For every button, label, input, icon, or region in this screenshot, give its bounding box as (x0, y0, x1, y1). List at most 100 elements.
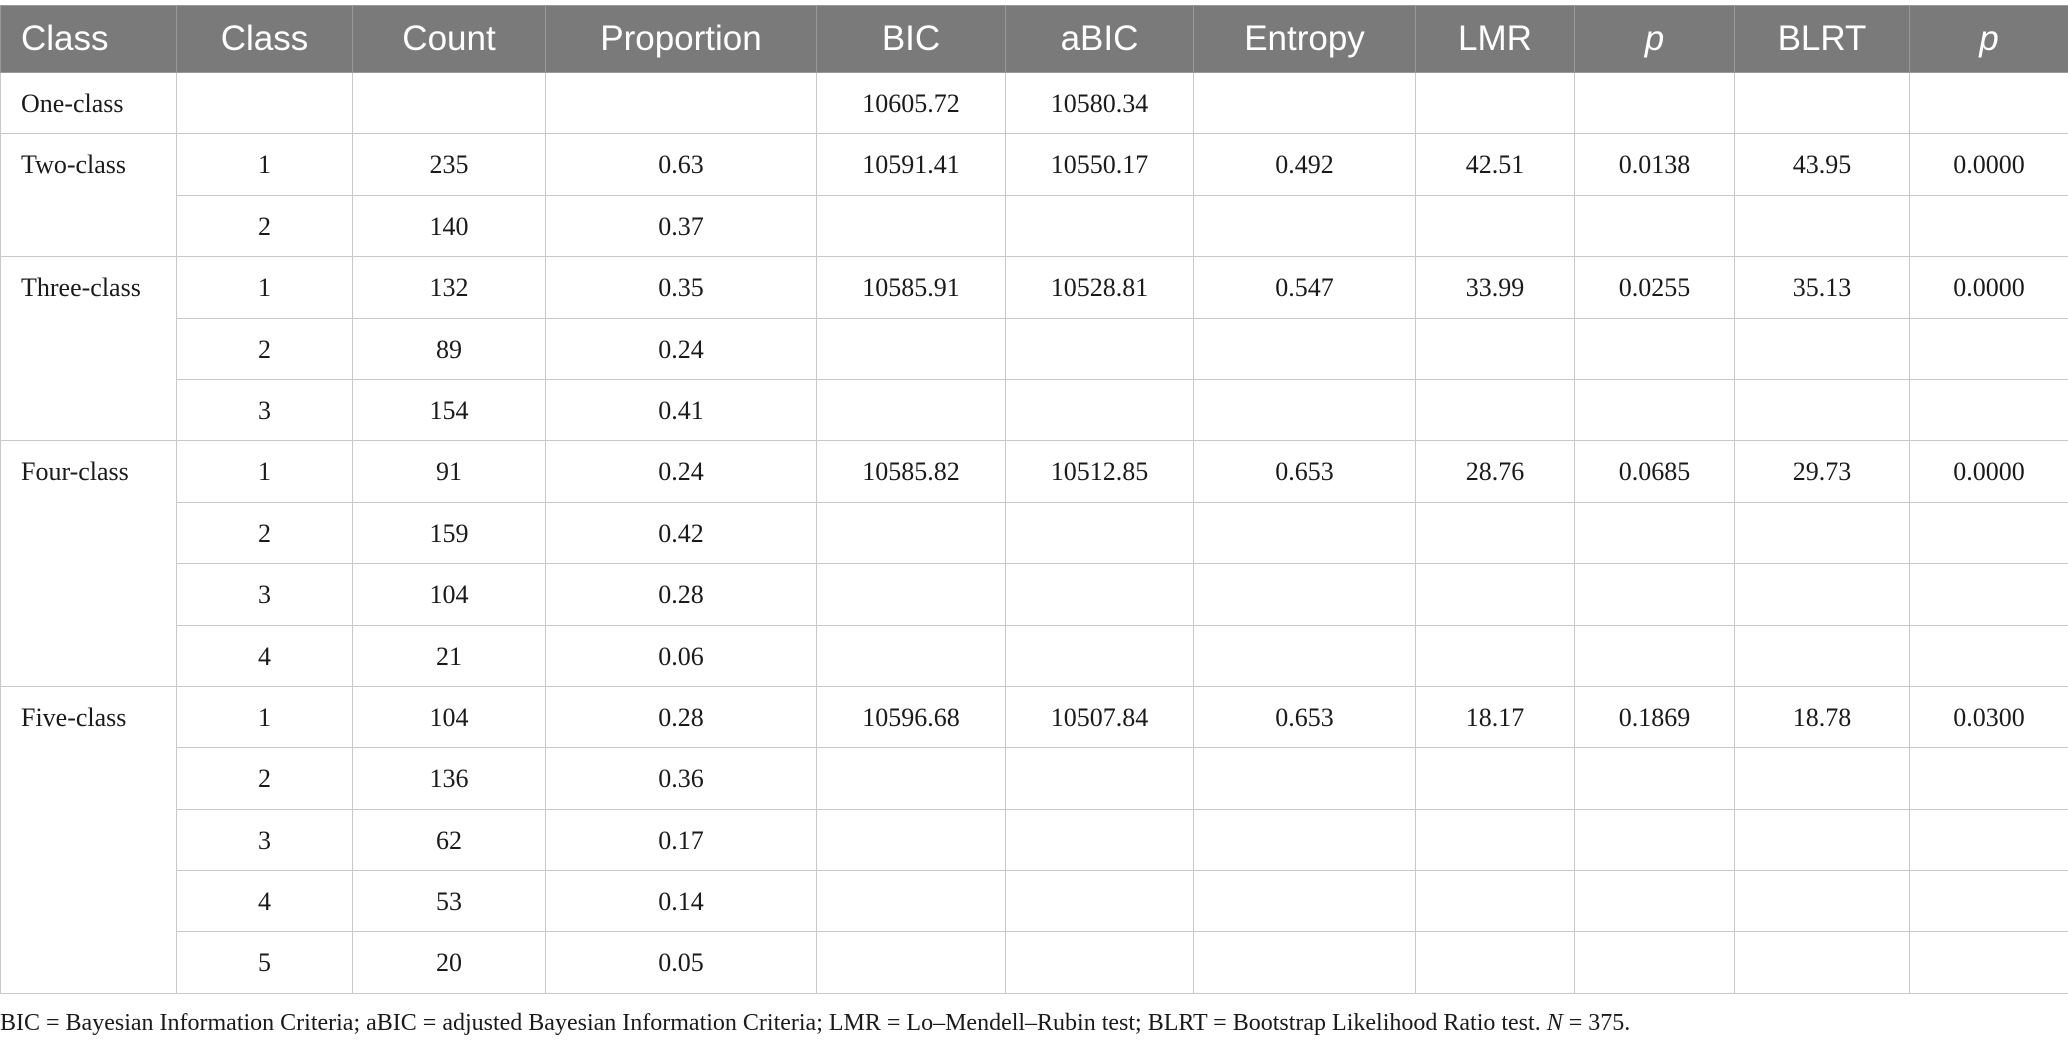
count-cell: 104 (352, 563, 546, 626)
blrt-cell (1734, 808, 1910, 872)
header-count: Count (352, 5, 546, 73)
class-cell: 2 (176, 317, 353, 380)
bic-cell: 10585.82 (816, 440, 1006, 503)
class-cell: 1 (176, 440, 353, 503)
table-row: Five-class 1 104 0.28 10596.68 10507.84 0.653 1… (0, 685, 2068, 994)
blrt-cell (1734, 71, 1910, 135)
class-cell: 3 (176, 808, 353, 872)
header-bic: BIC (816, 5, 1006, 73)
abic-cell (1005, 317, 1194, 380)
lmr-p-cell (1574, 808, 1735, 872)
proportion-cell: 0.36 (545, 747, 817, 810)
count-cell: 132 (352, 256, 546, 319)
abic-cell: 10550.17 (1005, 133, 1194, 196)
bic-cell (816, 808, 1006, 872)
blrt-cell (1734, 317, 1910, 380)
abic-cell (1005, 501, 1194, 565)
table-footnote: BIC = Bayesian Information Criteria; aBI… (0, 1008, 1630, 1038)
count-cell: 21 (352, 624, 546, 687)
lmr-cell (1415, 808, 1575, 872)
proportion-cell: 0.41 (545, 378, 817, 442)
table-row: 3 154 0.41 (1, 378, 2068, 442)
bic-cell (816, 194, 1006, 258)
lmr-p-cell (1574, 747, 1735, 810)
blrt-p-cell (1909, 317, 2068, 380)
model-label-cell: Four-class (0, 440, 177, 687)
blrt-p-cell (1909, 563, 2068, 626)
entropy-cell (1193, 747, 1416, 810)
blrt-cell: 29.73 (1734, 440, 1910, 503)
footnote-n-label: N (1546, 1010, 1563, 1036)
class-cell: 2 (176, 747, 353, 810)
footnote-n-value: = 375. (1562, 1010, 1631, 1036)
bic-cell (816, 563, 1006, 626)
entropy-cell: 0.653 (1193, 440, 1416, 503)
abic-cell (1005, 747, 1194, 810)
lmr-p-cell: 0.0685 (1574, 440, 1735, 503)
blrt-p-cell (1909, 624, 2068, 687)
bic-cell (816, 317, 1006, 380)
blrt-cell (1734, 931, 1910, 994)
class-cell: 3 (176, 378, 353, 442)
count-cell: 53 (352, 870, 546, 933)
count-cell (352, 71, 546, 135)
entropy-cell (1193, 378, 1416, 442)
entropy-cell (1193, 563, 1416, 626)
count-cell: 235 (352, 133, 546, 196)
blrt-cell (1734, 870, 1910, 933)
proportion-cell: 0.28 (545, 685, 817, 749)
lmr-p-cell (1574, 931, 1735, 994)
class-cell: 4 (176, 624, 353, 687)
bic-cell (816, 870, 1006, 933)
blrt-p-cell (1909, 71, 2068, 135)
count-cell: 62 (352, 808, 546, 872)
abic-cell: 10580.34 (1005, 71, 1194, 135)
class-cell: 2 (176, 501, 353, 565)
proportion-cell: 0.63 (545, 133, 817, 196)
class-cell: 5 (176, 931, 353, 994)
blrt-cell (1734, 378, 1910, 442)
header-proportion: Proportion (545, 5, 817, 73)
lmr-cell (1415, 194, 1575, 258)
lmr-p-cell (1574, 870, 1735, 933)
blrt-p-cell: 0.0300 (1909, 685, 2068, 749)
blrt-cell: 35.13 (1734, 256, 1910, 319)
abic-cell (1005, 378, 1194, 442)
header-blrt-p: p (1909, 5, 2068, 73)
count-cell: 159 (352, 501, 546, 565)
blrt-cell (1734, 624, 1910, 687)
bic-cell: 10591.41 (816, 133, 1006, 196)
abic-cell: 10507.84 (1005, 685, 1194, 749)
table-row: Two-class 1 235 0.63 10591.41 10550.17 0.492 42… (0, 133, 2068, 258)
entropy-cell (1193, 317, 1416, 380)
blrt-cell: 18.78 (1734, 685, 1910, 749)
lmr-cell (1415, 747, 1575, 810)
class-cell: 1 (176, 133, 353, 196)
abic-cell (1005, 931, 1194, 994)
model-label-cell: One-class (0, 71, 177, 135)
bic-cell (816, 501, 1006, 565)
lmr-cell: 33.99 (1415, 256, 1575, 319)
class-cell: 2 (176, 194, 353, 258)
table-row: 3 62 0.17 (1, 808, 2068, 872)
entropy-cell: 0.547 (1193, 256, 1416, 319)
blrt-p-cell (1909, 501, 2068, 565)
lmr-p-cell (1574, 563, 1735, 626)
class-cell (176, 71, 353, 135)
entropy-cell (1193, 501, 1416, 565)
entropy-cell (1193, 808, 1416, 872)
bic-cell (816, 378, 1006, 442)
abic-cell: 10528.81 (1005, 256, 1194, 319)
entropy-cell (1193, 624, 1416, 687)
class-cell: 4 (176, 870, 353, 933)
header-lmr: LMR (1415, 5, 1575, 73)
bic-cell: 10585.91 (816, 256, 1006, 319)
count-cell: 104 (352, 685, 546, 749)
entropy-cell (1193, 71, 1416, 135)
count-cell: 140 (352, 194, 546, 258)
count-cell: 136 (352, 747, 546, 810)
proportion-cell: 0.17 (545, 808, 817, 872)
header-model-class: Class (0, 5, 177, 73)
entropy-cell (1193, 194, 1416, 258)
proportion-cell (545, 71, 817, 135)
